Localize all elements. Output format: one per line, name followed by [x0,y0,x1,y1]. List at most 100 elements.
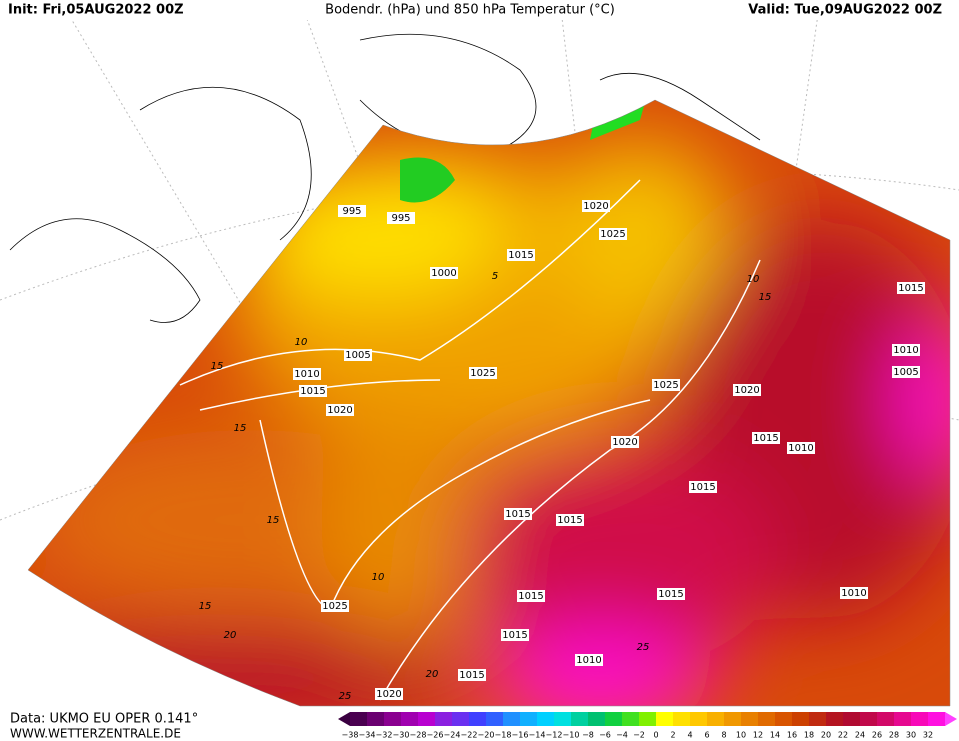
domain-border [27,99,951,707]
scale-label: −14 [529,731,546,740]
title: Bodendr. (hPa) und 850 hPa Temperatur (°… [325,3,615,18]
scale-arrow-right [945,712,957,726]
isobar-label-bg [458,669,486,681]
temperature-label: 15 [759,292,772,303]
scale-arrow-left [338,712,350,726]
isobar-label-bg [689,481,717,493]
isobar-label: 1000 [431,268,456,279]
scale-label: −8 [582,731,594,740]
isobar-label: 1020 [583,201,608,212]
scale-label: −4 [616,731,628,740]
isobar-label-bg [344,349,372,361]
scale-box [656,712,674,726]
temperature-field [28,100,950,706]
isobar-label-bg [556,514,584,526]
isobar-label-bg [892,344,920,356]
scale-box [758,712,776,726]
isobar-label-bg [387,212,415,224]
isobar-label-bg [501,629,529,641]
isobar-label-bg [430,267,458,279]
isobar-label: 1010 [576,655,601,666]
isobar-label: 1025 [470,368,495,379]
scale-box [384,712,402,726]
scale-box [367,712,385,726]
scale-box [486,712,504,726]
scale-box [588,712,606,726]
temperature-label: 15 [267,515,280,526]
scale-box [792,712,810,726]
isobar-label: 1020 [327,405,352,416]
isobar-label: 1015 [518,591,543,602]
isobar-label: 1010 [788,443,813,454]
scale-box [843,712,861,726]
scale-label: 14 [770,731,780,740]
isobar-label: 1010 [893,345,918,356]
temperature-label: 15 [199,601,212,612]
scale-box [826,712,844,726]
isobar-label-bg [611,436,639,448]
isobar-label-bg [897,282,925,294]
scale-box [809,712,827,726]
isobar-label: 1025 [322,601,347,612]
isobar-label-bg [575,654,603,666]
isobar-label: 1015 [557,515,582,526]
temperature-label: 15 [234,423,247,434]
scale-box [707,712,725,726]
scale-box [639,712,657,726]
scale-label: 28 [889,731,899,740]
isobar-label-bg [599,228,627,240]
scale-box [605,712,623,726]
scale-label: −34 [359,731,376,740]
scale-box [418,712,436,726]
scale-box [928,712,946,726]
scale-label: −38 [342,731,359,740]
scale-label: −2 [633,731,645,740]
valid-time: Valid: Tue,09AUG2022 00Z [748,3,942,18]
scale-label: −12 [546,731,563,740]
scale-label: −26 [427,731,444,740]
scale-box [571,712,589,726]
isobar-label-bg [504,508,532,520]
scale-label: −24 [444,731,461,740]
scale-label: −6 [599,731,611,740]
scale-label: 12 [753,731,763,740]
isobar-label: 1025 [653,380,678,391]
isobar-label: 1015 [505,509,530,520]
scale-label: −10 [563,731,580,740]
scale-label: −20 [478,731,495,740]
isobar-label: 1015 [508,250,533,261]
isobar-label: 1020 [376,689,401,700]
isobar-label-bg [582,200,610,212]
temperature-label: 10 [747,274,760,285]
scale-box [741,712,759,726]
temperature-label: 25 [339,691,352,702]
isobar-label: 1020 [612,437,637,448]
header-bar [0,0,959,20]
isobar-label-bg [338,205,366,217]
scale-label: 2 [670,731,675,740]
isobar-label-bg [299,385,327,397]
scale-box [673,712,691,726]
isobar-label-bg [321,600,349,612]
isobar-label: 1015 [753,433,778,444]
scale-label: 10 [736,731,746,740]
scale-label: 22 [838,731,848,740]
temperature-label: 5 [492,271,498,282]
isobar-label-bg [652,379,680,391]
scale-label: 4 [687,731,692,740]
scale-box [894,712,912,726]
scale-box [911,712,929,726]
isobar-label: 1015 [459,670,484,681]
data-source: Data: UKMO EU OPER 0.141° [10,712,198,727]
temperature-label: 20 [224,630,237,641]
scale-label: −18 [495,731,512,740]
scale-box [775,712,793,726]
scale-label: 30 [906,731,916,740]
scale-box [435,712,453,726]
scale-box [401,712,419,726]
temperature-label: 10 [372,572,385,583]
scale-label: 20 [821,731,831,740]
isobar-label-bg [469,367,497,379]
scale-label: −22 [461,731,478,740]
